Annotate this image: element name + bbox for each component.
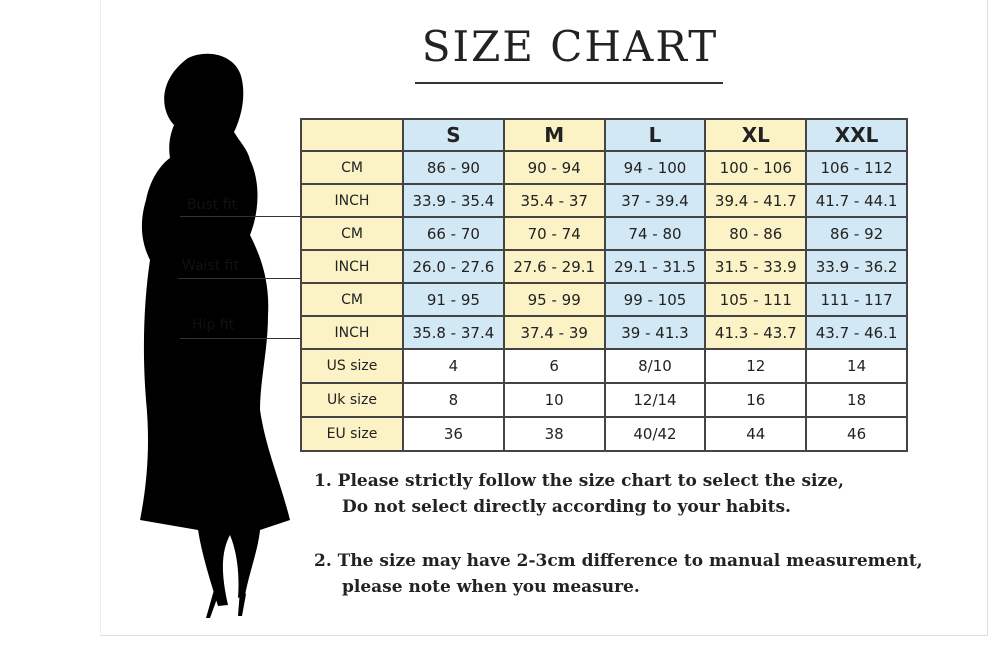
bust-fit-line: [180, 216, 300, 217]
note-1: 1. Please strictly follow the size chart…: [314, 468, 844, 520]
waist-fit-label: Waist fit: [182, 258, 239, 274]
table-cell: 70 - 74: [502, 216, 606, 251]
table-cell: 38: [502, 416, 606, 452]
table-cell: 26.0 - 27.6: [402, 249, 505, 284]
table-cell: 99 - 105: [603, 282, 707, 317]
table-cell: 27.6 - 29.1: [502, 249, 606, 284]
table-cell: 6: [502, 348, 606, 384]
table-cell: 100 - 106: [704, 150, 808, 185]
table-header-row: S M L XL XXL: [300, 118, 908, 152]
table-cell: 33.9 - 35.4: [402, 183, 505, 218]
header-cell: XL: [704, 118, 808, 152]
table-row: CM 91 - 95 95 - 99 99 - 105 105 - 111 111 - 1…: [300, 282, 908, 317]
table-cell: 39 - 41.3: [603, 315, 707, 350]
table-row: CM 86 - 90 90 - 94 94 - 100 100 - 106 106 - 1…: [300, 150, 908, 185]
table-cell: 35.8 - 37.4: [402, 315, 505, 350]
table-cell: 43.7 - 46.1: [805, 315, 908, 350]
row-label: INCH: [300, 183, 404, 218]
table-cell: 18: [805, 382, 908, 418]
table-row: CM 66 - 70 70 - 74 74 - 80 80 - 86 86 - 92: [300, 216, 908, 251]
table-cell: 8: [402, 382, 505, 418]
table-cell: 94 - 100: [603, 150, 707, 185]
note-1-line-2: Do not select directly according to your…: [342, 497, 791, 517]
table-cell: 16: [704, 382, 808, 418]
table-cell: 44: [704, 416, 808, 452]
table-cell: 10: [502, 382, 606, 418]
table-row: EU size 36 38 40/42 44 46: [300, 416, 908, 452]
row-label: Uk size: [300, 382, 404, 418]
table-cell: 86 - 92: [805, 216, 908, 251]
table-cell: 46: [805, 416, 908, 452]
table-cell: 95 - 99: [502, 282, 606, 317]
table-cell: 90 - 94: [502, 150, 606, 185]
table-cell: 41.3 - 43.7: [704, 315, 808, 350]
table-row: US size 4 6 8/10 12 14: [300, 348, 908, 384]
header-cell: S: [402, 118, 505, 152]
table-cell: 37.4 - 39: [502, 315, 606, 350]
hip-fit-line: [180, 338, 300, 339]
hip-fit-label: Hip fit: [192, 317, 235, 333]
page-title: SIZE CHART: [421, 22, 719, 71]
table-cell: 40/42: [603, 416, 707, 452]
table-cell: 31.5 - 33.9: [704, 249, 808, 284]
note-2-line-1: 2. The size may have 2-3cm difference to…: [314, 551, 923, 571]
image-frame: [100, 0, 988, 636]
bust-fit-label: Bust fit: [187, 197, 238, 213]
table-cell: 106 - 112: [805, 150, 908, 185]
note-2: 2. The size may have 2-3cm difference to…: [314, 548, 923, 600]
table-cell: 37 - 39.4: [603, 183, 707, 218]
row-label: INCH: [300, 315, 404, 350]
table-cell: 8/10: [603, 348, 707, 384]
woman-silhouette-icon: [140, 53, 290, 618]
table-cell: 111 - 117: [805, 282, 908, 317]
row-label: US size: [300, 348, 404, 384]
table-cell: 91 - 95: [402, 282, 505, 317]
note-1-line-1: 1. Please strictly follow the size chart…: [314, 471, 844, 491]
row-label: CM: [300, 150, 404, 185]
table-cell: 33.9 - 36.2: [805, 249, 908, 284]
row-label: CM: [300, 282, 404, 317]
row-label: INCH: [300, 249, 404, 284]
header-cell: M: [502, 118, 606, 152]
row-label: CM: [300, 216, 404, 251]
table-cell: 39.4 - 41.7: [704, 183, 808, 218]
table-cell: 41.7 - 44.1: [805, 183, 908, 218]
table-cell: 12/14: [603, 382, 707, 418]
table-cell: 4: [402, 348, 505, 384]
table-row: INCH 26.0 - 27.6 27.6 - 29.1 29.1 - 31.5 31.…: [300, 249, 908, 284]
title-underline: [415, 82, 723, 84]
table-cell: 35.4 - 37: [502, 183, 606, 218]
table-cell: 36: [402, 416, 505, 452]
table-cell: 86 - 90: [402, 150, 505, 185]
size-table: S M L XL XXL CM 86 - 90 90 - 94 94 - 100 100…: [300, 118, 908, 452]
table-cell: 12: [704, 348, 808, 384]
table-cell: 14: [805, 348, 908, 384]
table-cell: 29.1 - 31.5: [603, 249, 707, 284]
table-row: INCH 33.9 - 35.4 35.4 - 37 37 - 39.4 39.4 - …: [300, 183, 908, 218]
header-cell: XXL: [805, 118, 908, 152]
waist-fit-line: [178, 278, 300, 279]
table-cell: 66 - 70: [402, 216, 505, 251]
table-row: INCH 35.8 - 37.4 37.4 - 39 39 - 41.3 41.3 - …: [300, 315, 908, 350]
header-cell: L: [603, 118, 707, 152]
table-cell: 74 - 80: [603, 216, 707, 251]
header-cell: [300, 118, 404, 152]
row-label: EU size: [300, 416, 404, 452]
note-2-line-2: please note when you measure.: [342, 577, 640, 597]
table-cell: 80 - 86: [704, 216, 808, 251]
table-cell: 105 - 111: [704, 282, 808, 317]
table-row: Uk size 8 10 12/14 16 18: [300, 382, 908, 418]
